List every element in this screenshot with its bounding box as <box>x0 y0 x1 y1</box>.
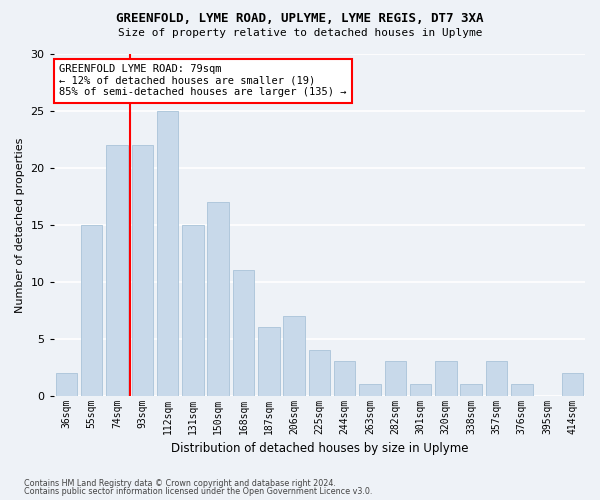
Bar <box>562 373 583 396</box>
Bar <box>485 362 507 396</box>
X-axis label: Distribution of detached houses by size in Uplyme: Distribution of detached houses by size … <box>170 442 468 455</box>
Bar <box>385 362 406 396</box>
Bar <box>334 362 355 396</box>
Bar <box>56 373 77 396</box>
Bar <box>511 384 533 396</box>
Bar <box>308 350 330 396</box>
Text: Size of property relative to detached houses in Uplyme: Size of property relative to detached ho… <box>118 28 482 38</box>
Bar <box>359 384 381 396</box>
Bar <box>81 225 103 396</box>
Text: GREENFOLD, LYME ROAD, UPLYME, LYME REGIS, DT7 3XA: GREENFOLD, LYME ROAD, UPLYME, LYME REGIS… <box>116 12 484 26</box>
Bar <box>106 145 128 396</box>
Y-axis label: Number of detached properties: Number of detached properties <box>15 137 25 312</box>
Bar <box>460 384 482 396</box>
Text: Contains public sector information licensed under the Open Government Licence v3: Contains public sector information licen… <box>24 487 373 496</box>
Bar <box>435 362 457 396</box>
Text: GREENFOLD LYME ROAD: 79sqm
← 12% of detached houses are smaller (19)
85% of semi: GREENFOLD LYME ROAD: 79sqm ← 12% of deta… <box>59 64 347 98</box>
Bar <box>410 384 431 396</box>
Bar <box>131 145 153 396</box>
Bar <box>258 328 280 396</box>
Bar <box>208 202 229 396</box>
Bar <box>233 270 254 396</box>
Bar <box>283 316 305 396</box>
Text: Contains HM Land Registry data © Crown copyright and database right 2024.: Contains HM Land Registry data © Crown c… <box>24 478 336 488</box>
Bar <box>182 225 203 396</box>
Bar <box>157 111 178 396</box>
